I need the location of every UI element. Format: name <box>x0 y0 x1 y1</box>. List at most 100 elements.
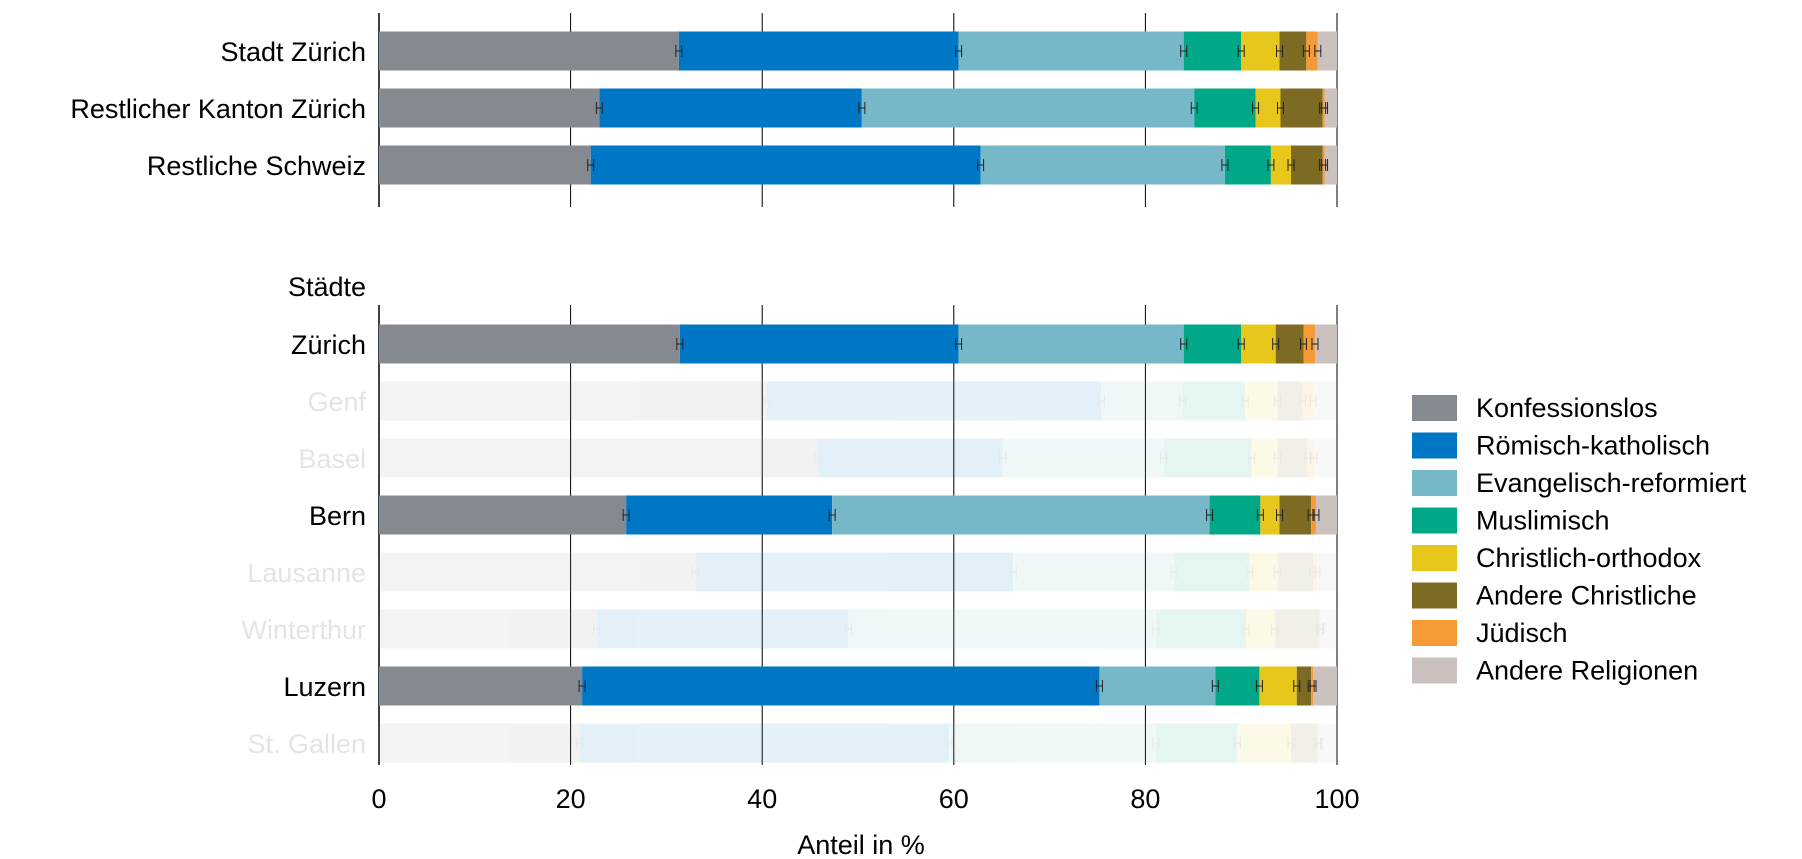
error-bar <box>1272 338 1280 350</box>
bar-segment <box>1279 495 1312 535</box>
error-bar <box>1303 452 1311 464</box>
error-bar <box>1317 623 1325 635</box>
error-bar <box>1256 509 1264 521</box>
bar-segment <box>1314 324 1337 364</box>
bar-segment <box>949 723 1156 763</box>
bar-segment <box>1314 438 1337 478</box>
bar-row <box>379 145 1337 185</box>
error-bar <box>575 737 583 749</box>
error-bar <box>592 623 600 635</box>
bar-segment <box>1163 438 1252 478</box>
bar-segment <box>1319 609 1321 649</box>
bar-segment <box>1277 381 1303 421</box>
legend-swatch <box>1412 432 1457 459</box>
panel: Zürich Genf Basel Bern Lausanne Winterthur Luz… <box>241 305 1338 765</box>
legend-swatch <box>1412 395 1457 421</box>
bar-row <box>379 88 1337 128</box>
category-label: Winterthur <box>241 615 366 645</box>
bar-row <box>379 438 1337 478</box>
error-bar <box>1211 680 1219 692</box>
x-tick-label: 0 <box>371 784 386 814</box>
error-bar <box>1276 45 1284 57</box>
category-label: Restliche Schweiz <box>147 151 366 181</box>
error-bar <box>1095 680 1103 692</box>
bar-row <box>379 31 1337 71</box>
bar-segment <box>1315 495 1337 535</box>
bar-segment <box>1241 324 1276 364</box>
bar-segment <box>679 324 959 364</box>
category-label: Basel <box>298 444 366 474</box>
bar-segment <box>599 88 862 128</box>
error-bar <box>844 623 852 635</box>
legend-item: Konfessionslos <box>1412 393 1658 423</box>
bar-segment <box>379 324 680 364</box>
bar-segment <box>958 324 1184 364</box>
bar-segment <box>1259 666 1297 706</box>
bar-segment <box>1291 723 1318 763</box>
bar-segment <box>1317 723 1319 763</box>
bar-segment <box>861 88 1195 128</box>
error-bar <box>1221 159 1229 171</box>
error-bar <box>1237 45 1245 57</box>
error-bar <box>675 45 683 57</box>
category-label: Restlicher Kanton Zürich <box>70 94 366 124</box>
bar-segment <box>582 666 1100 706</box>
bar-segment <box>1194 88 1256 128</box>
bar-segment <box>1215 666 1260 706</box>
bar-segment <box>1251 438 1278 478</box>
bar-segment <box>590 145 981 185</box>
bar-segment <box>1324 145 1337 185</box>
group-label: Städte <box>288 272 366 302</box>
bar-segment <box>1313 552 1317 592</box>
bar-segment <box>1279 31 1307 71</box>
error-bar <box>1152 623 1160 635</box>
legend-item: Andere Christliche <box>1412 581 1697 611</box>
bar-segment <box>1302 381 1314 421</box>
bar-segment <box>1099 666 1216 706</box>
legend-item: Muslimisch <box>1412 506 1610 536</box>
x-axis: 0 20 40 60 80 100 <box>371 784 1359 814</box>
legend: Konfessionslos Römisch-katholisch Evangeli… <box>1412 393 1747 686</box>
bar-segment <box>1318 723 1337 763</box>
bar-segment <box>379 381 767 421</box>
bar-segment <box>1255 88 1281 128</box>
legend-swatch <box>1412 507 1457 534</box>
bar-segment <box>1245 609 1275 649</box>
error-bar <box>1309 395 1317 407</box>
error-bar <box>1248 452 1256 464</box>
panel: Stadt Zürich Restlicher Kanton Zürich Rest… <box>70 13 1338 207</box>
bar-segment <box>817 438 1003 478</box>
bar-segment <box>1183 31 1242 71</box>
error-bar <box>1299 338 1307 350</box>
bar-segment <box>1320 609 1337 649</box>
error-bar <box>1242 623 1250 635</box>
error-bar <box>1309 680 1317 692</box>
bar-segment <box>958 31 1184 71</box>
bar-segment <box>379 666 583 706</box>
bar-row <box>379 495 1337 535</box>
error-bar <box>1299 395 1307 407</box>
bar-segment <box>1307 438 1315 478</box>
bar-segment <box>1260 495 1280 535</box>
error-bar <box>1180 338 1188 350</box>
error-bar <box>828 509 836 521</box>
bar-segment <box>379 552 696 592</box>
legend-label: Andere Christliche <box>1476 581 1697 611</box>
error-bar <box>1206 509 1214 521</box>
error-bar <box>691 566 699 578</box>
bar-segment <box>1280 88 1323 128</box>
error-bar <box>977 159 985 171</box>
error-bar <box>1274 452 1282 464</box>
x-tick-label: 40 <box>747 784 777 814</box>
error-bar <box>595 102 603 114</box>
bar-segment <box>1306 31 1318 71</box>
error-bar <box>1276 509 1284 521</box>
legend-item: Evangelisch-reformiert <box>1412 468 1747 498</box>
bar-segment <box>1316 552 1337 592</box>
error-bar <box>1180 45 1188 57</box>
legend-item: Jüdisch <box>1412 618 1568 648</box>
bar-row <box>379 723 1337 763</box>
error-bar <box>1267 159 1275 171</box>
error-bar <box>1274 566 1282 578</box>
bar-segment <box>379 31 679 71</box>
